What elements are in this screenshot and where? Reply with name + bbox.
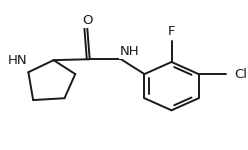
Text: Cl: Cl [234,68,247,81]
Text: O: O [82,14,93,27]
Text: HN: HN [7,54,27,67]
Text: F: F [168,25,175,38]
Text: NH: NH [120,45,139,58]
